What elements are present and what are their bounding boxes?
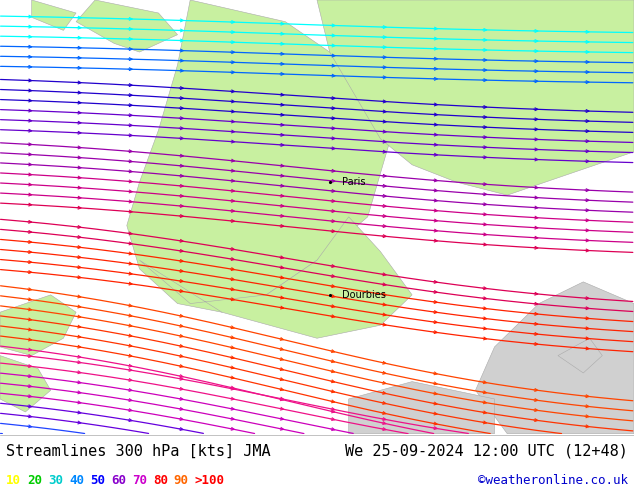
Polygon shape (558, 338, 602, 373)
Text: 70: 70 (132, 474, 147, 487)
Polygon shape (0, 295, 76, 356)
Text: 50: 50 (90, 474, 105, 487)
Text: 80: 80 (153, 474, 168, 487)
Text: 30: 30 (48, 474, 63, 487)
Text: Dourbies: Dourbies (342, 290, 386, 300)
Polygon shape (139, 217, 412, 338)
Polygon shape (127, 0, 393, 312)
Polygon shape (0, 356, 51, 412)
Text: ©weatheronline.co.uk: ©weatheronline.co.uk (477, 474, 628, 487)
Text: 40: 40 (69, 474, 84, 487)
Text: We 25-09-2024 12:00 UTC (12+48): We 25-09-2024 12:00 UTC (12+48) (345, 444, 628, 459)
Polygon shape (76, 0, 178, 52)
Text: 60: 60 (111, 474, 126, 487)
Text: 90: 90 (174, 474, 189, 487)
Polygon shape (349, 382, 495, 434)
Polygon shape (32, 0, 76, 30)
Polygon shape (476, 282, 634, 434)
Text: >100: >100 (195, 474, 224, 487)
Text: Streamlines 300 hPa [kts] JMA: Streamlines 300 hPa [kts] JMA (6, 444, 271, 459)
Text: Paris: Paris (342, 177, 366, 187)
Text: 20: 20 (27, 474, 42, 487)
Polygon shape (317, 0, 634, 195)
Text: 10: 10 (6, 474, 22, 487)
